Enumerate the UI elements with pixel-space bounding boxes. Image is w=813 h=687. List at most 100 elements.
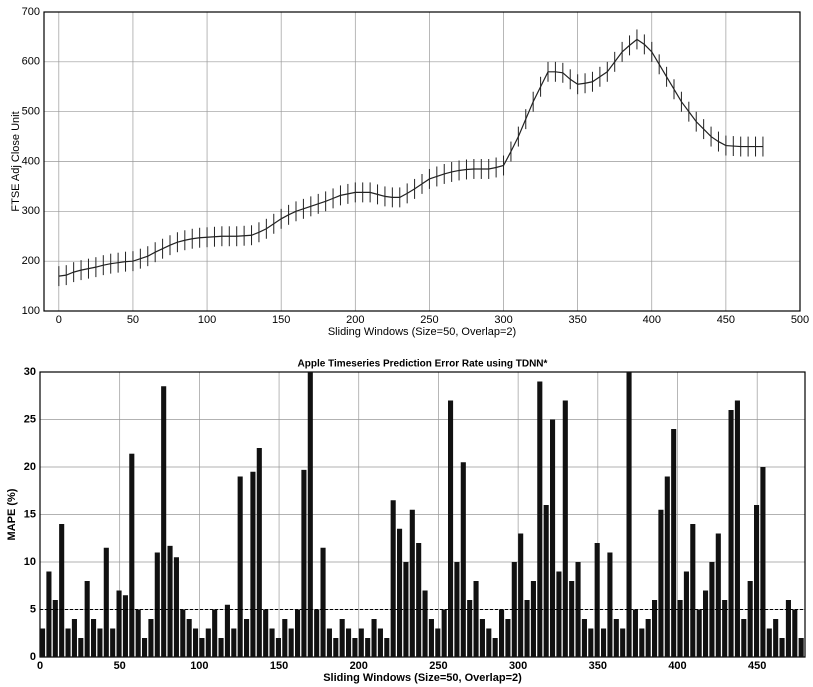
bar xyxy=(544,505,549,657)
bar xyxy=(117,591,122,658)
bar xyxy=(588,629,593,658)
bar xyxy=(792,610,797,658)
bar xyxy=(308,372,313,657)
chart-title: Apple Timeseries Prediction Error Rate u… xyxy=(298,359,548,370)
bar xyxy=(321,548,326,657)
bar xyxy=(384,638,389,657)
x-tick-label: 50 xyxy=(127,314,139,326)
x-tick-label: 50 xyxy=(114,660,126,672)
bar xyxy=(493,638,498,657)
y-tick-label: 300 xyxy=(22,205,40,217)
bar xyxy=(729,410,734,657)
bar xyxy=(129,454,134,657)
bar xyxy=(601,629,606,658)
bar xyxy=(282,619,287,657)
bar xyxy=(442,610,447,658)
bar xyxy=(760,467,765,657)
bar xyxy=(161,386,166,657)
bar xyxy=(231,629,236,658)
x-axis-label: Sliding Windows (Size=50, Overlap=2) xyxy=(328,326,516,338)
x-tick-label: 300 xyxy=(494,314,512,326)
bar xyxy=(735,401,740,658)
bar xyxy=(359,629,364,658)
bar xyxy=(168,546,173,657)
bar xyxy=(180,610,185,658)
bar xyxy=(639,629,644,658)
bar xyxy=(486,629,491,658)
y-tick-label: 700 xyxy=(22,6,40,18)
bar xyxy=(607,553,612,658)
x-tick-label: 450 xyxy=(748,660,766,672)
bar xyxy=(467,600,472,657)
bar xyxy=(671,429,676,657)
bar xyxy=(429,619,434,657)
bar xyxy=(257,448,262,657)
bar xyxy=(212,610,217,658)
bar xyxy=(85,581,90,657)
bar xyxy=(678,600,683,657)
bar xyxy=(435,629,440,658)
bar xyxy=(276,638,281,657)
bar xyxy=(155,553,160,658)
x-tick-label: 350 xyxy=(589,660,607,672)
y-tick-label: 0 xyxy=(30,651,36,663)
bar xyxy=(91,619,96,657)
bar xyxy=(684,572,689,658)
y-tick-label: 400 xyxy=(22,155,40,167)
y-tick-label: 100 xyxy=(22,305,40,317)
bar xyxy=(474,581,479,657)
bar xyxy=(136,610,141,658)
bar xyxy=(378,629,383,658)
bar xyxy=(773,619,778,657)
bar xyxy=(499,610,504,658)
y-axis-label: MAPE (%) xyxy=(6,488,18,540)
bar xyxy=(780,638,785,657)
bar xyxy=(66,629,71,658)
bar xyxy=(448,401,453,658)
bar xyxy=(97,629,102,658)
y-tick-label: 15 xyxy=(24,508,36,520)
bar xyxy=(748,581,753,657)
bar xyxy=(327,629,332,658)
y-tick-label: 25 xyxy=(24,413,36,425)
bar xyxy=(372,619,377,657)
bar xyxy=(72,619,77,657)
x-tick-label: 400 xyxy=(643,314,661,326)
bar xyxy=(423,591,428,658)
bar xyxy=(295,610,300,658)
y-tick-label: 5 xyxy=(30,603,36,615)
bar xyxy=(690,524,695,657)
bar xyxy=(658,510,663,657)
x-tick-label: 150 xyxy=(270,660,288,672)
bar xyxy=(193,629,198,658)
bar xyxy=(263,610,268,658)
bar xyxy=(505,619,510,657)
bar xyxy=(352,638,357,657)
bar xyxy=(346,629,351,658)
x-tick-label: 100 xyxy=(190,660,208,672)
bar xyxy=(627,372,632,657)
bar xyxy=(78,638,83,657)
figure: 1002003004005006007000501001502002503003… xyxy=(0,0,813,687)
bar xyxy=(244,619,249,657)
x-tick-label: 150 xyxy=(272,314,290,326)
bar xyxy=(123,595,128,657)
bar xyxy=(633,610,638,658)
bar xyxy=(652,600,657,657)
bar xyxy=(104,548,109,657)
bar xyxy=(480,619,485,657)
bar xyxy=(767,629,772,658)
x-tick-label: 500 xyxy=(791,314,809,326)
x-tick-label: 200 xyxy=(346,314,364,326)
bar xyxy=(525,600,530,657)
y-tick-label: 10 xyxy=(24,556,36,568)
bar xyxy=(206,629,211,658)
bar xyxy=(289,629,294,658)
bar xyxy=(250,472,255,657)
y-tick-label: 600 xyxy=(22,56,40,68)
bar xyxy=(397,529,402,657)
y-tick-label: 20 xyxy=(24,461,36,473)
y-tick-label: 200 xyxy=(22,255,40,267)
bar xyxy=(333,638,338,657)
bar xyxy=(53,600,58,657)
